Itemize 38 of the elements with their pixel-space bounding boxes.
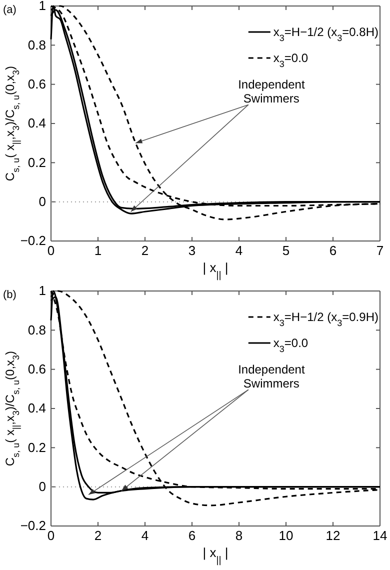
- x-tick-label: 6: [188, 528, 196, 544]
- x-tick-label: 7: [376, 243, 384, 258]
- y-tick-label: 0.4: [28, 116, 46, 131]
- legend-label: x$_{3}$=0.0: [273, 51, 308, 69]
- y-tick-label: 0: [38, 478, 46, 494]
- annotation: Independent Swimmers: [238, 77, 306, 106]
- x-tick-label: 10: [278, 528, 294, 544]
- x-axis-title: | x$_{||}$ |: [202, 260, 228, 280]
- x-tick-label: 14: [372, 528, 388, 544]
- chart-title: (b): [3, 289, 16, 301]
- chart-title: (a): [3, 4, 16, 16]
- y-tick-label: 1: [38, 0, 46, 14]
- x-axis-title: | x$_{||}$ |: [202, 545, 228, 566]
- x-tick-label: 12: [326, 528, 340, 544]
- y-tick-label: 0.8: [28, 37, 46, 52]
- y-tick-label: −0.2: [20, 518, 46, 534]
- legend-label: x$_{3}$=0.0: [273, 336, 308, 354]
- y-tick-label: 0.2: [28, 154, 46, 170]
- y-tick-label: 1: [38, 283, 46, 298]
- x-tick-label: 8: [235, 528, 243, 544]
- y-tick-label: 0.8: [28, 322, 46, 338]
- x-tick-label: 6: [329, 243, 337, 258]
- x-tick-label: 2: [141, 243, 149, 258]
- y-tick-label: 0: [38, 194, 46, 209]
- y-tick-label: −0.2: [20, 233, 46, 248]
- legend-label: x$_{3}$=H−1/2 (x$_{3}$=0.9H): [273, 310, 378, 328]
- annotation: Independent Swimmers: [238, 362, 306, 390]
- x-tick-label: 4: [235, 243, 243, 258]
- y-tick-label: 0.2: [28, 440, 46, 455]
- y-tick-label: 0.4: [28, 400, 46, 416]
- x-tick-label: 5: [282, 243, 290, 258]
- x-tick-label: 1: [94, 243, 102, 258]
- y-tick-label: 0.6: [28, 76, 46, 92]
- x-tick-label: 2: [94, 528, 102, 544]
- x-tick-label: 4: [141, 528, 149, 544]
- x-tick-label: 3: [188, 243, 196, 258]
- y-tick-label: 0.6: [28, 361, 46, 376]
- legend-label: x$_{3}$=H−1/2 (x$_{3}$=0.8H): [273, 25, 378, 43]
